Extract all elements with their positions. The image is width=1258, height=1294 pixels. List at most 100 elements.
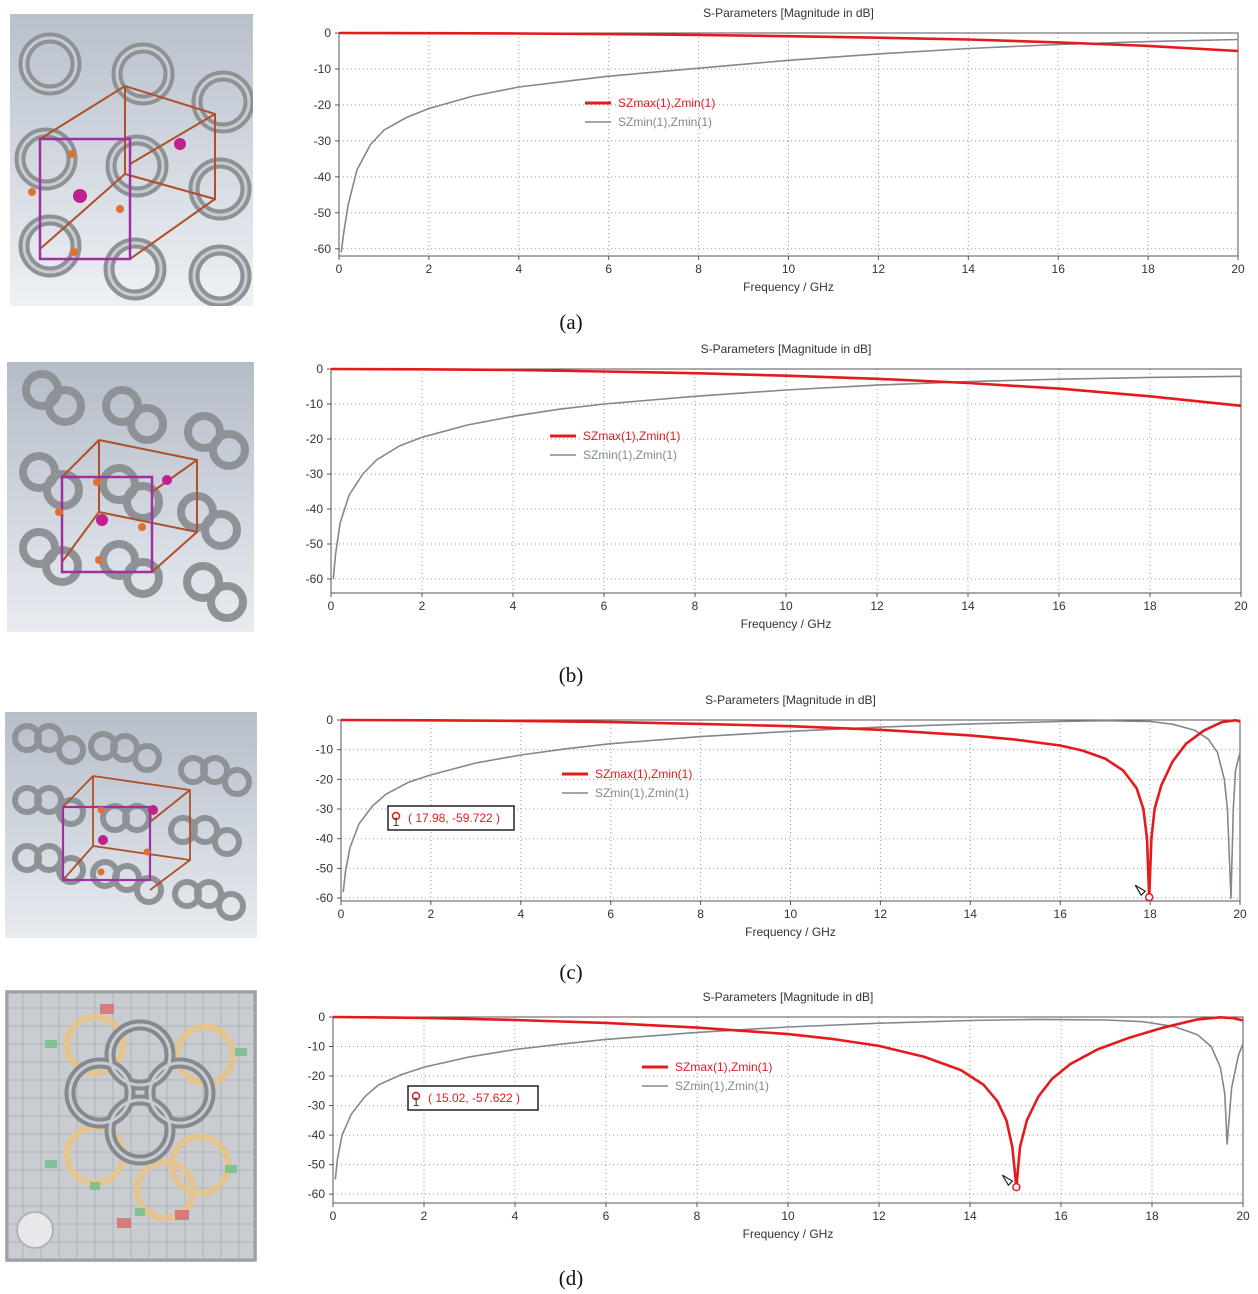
x-tick-label: 8	[695, 262, 702, 276]
legend-label: SZmin(1),Zmin(1)	[618, 115, 712, 129]
chart-c-svg: S-Parameters [Magnitude in dB]0 2 4 6 8 10 12 1…	[316, 693, 1247, 939]
x-tick-label: 8	[697, 907, 704, 921]
y-tick-label: -10	[314, 62, 332, 76]
x-tick-label: 14	[961, 599, 975, 613]
y-tick-label: -50	[316, 861, 334, 875]
ring-array-a-image	[10, 14, 253, 306]
y-tick-label: -10	[316, 743, 334, 757]
y-tick-label: -60	[316, 891, 334, 905]
y-tick-label: -30	[306, 467, 324, 481]
x-tick-label: 12	[872, 262, 886, 276]
y-tick-label: -10	[308, 1040, 326, 1054]
ring-array-c-image	[5, 712, 257, 938]
chart-b-svg: S-Parameters [Magnitude in dB] 0 2 4 6 8 10 12 1…	[306, 342, 1248, 631]
legend-label: SZmax(1),Zmin(1)	[583, 429, 680, 443]
chart-b: S-Parameters [Magnitude in dB] 0 2 4 6 8 10 12 1…	[300, 340, 1258, 658]
x-tick-label: 6	[601, 599, 608, 613]
y-tick-label: -20	[314, 98, 332, 112]
x-tick-label: 12	[872, 1209, 886, 1223]
x-tick-label: 18	[1145, 1209, 1159, 1223]
chart-title: S-Parameters [Magnitude in dB]	[701, 342, 872, 356]
model-thumbnail-a	[10, 14, 253, 306]
marker-readout-index: 1	[413, 1095, 420, 1109]
x-axis-label: Frequency / GHz	[743, 280, 834, 294]
plot-frame	[338, 32, 1239, 257]
ring-array-b-image	[7, 362, 254, 632]
y-tick-label: -30	[316, 802, 334, 816]
caption-d: (d)	[558, 1266, 584, 1290]
x-tick-label: 18	[1143, 907, 1157, 921]
x-tick-label: 16	[1054, 907, 1068, 921]
plot-frame	[332, 1016, 1244, 1204]
marker-readout-icon	[411, 1091, 421, 1101]
plot-frame	[330, 368, 1242, 594]
series-line-szmin	[332, 375, 1242, 580]
x-tick-label: 10	[784, 907, 798, 921]
marker-readout-box	[407, 1085, 539, 1111]
chart-title: S-Parameters [Magnitude in dB]	[703, 990, 874, 1004]
x-tick-label: 4	[510, 599, 517, 613]
y-tick-label: -50	[308, 1158, 326, 1172]
x-tick-label: 6	[607, 907, 614, 921]
marker-readout-box	[387, 805, 515, 831]
marker-readout-text: ( 15.02, -57.622 )	[428, 1091, 520, 1105]
x-tick-label: 6	[605, 262, 612, 276]
x-axis-label: Frequency / GHz	[745, 925, 836, 939]
x-tick-label: 20	[1233, 907, 1247, 921]
x-tick-label: 16	[1052, 599, 1066, 613]
legend-label: SZmin(1),Zmin(1)	[583, 448, 677, 462]
x-tick-label: 16	[1054, 1209, 1068, 1223]
x-tick-label: 8	[694, 1209, 701, 1223]
y-tick-label: 0	[318, 1010, 325, 1024]
chart-d: S-Parameters [Magnitude in dB] 0 2 4 6 8 10 12 1…	[300, 987, 1258, 1262]
series-line-szmin	[334, 1018, 1244, 1180]
series-line-szmax	[332, 1015, 1244, 1189]
x-tick-label: 4	[512, 1209, 519, 1223]
x-axis-label: Frequency / GHz	[741, 617, 832, 631]
y-tick-label: 0	[316, 362, 323, 376]
x-tick-label: 20	[1236, 1209, 1250, 1223]
ring-cluster-d-image	[5, 990, 257, 1262]
model-thumbnail-b	[7, 362, 254, 632]
caption-b: (b)	[558, 663, 584, 687]
legend-label: SZmax(1),Zmin(1)	[595, 767, 692, 781]
x-tick-label: 4	[515, 262, 522, 276]
x-tick-label: 18	[1143, 599, 1157, 613]
model-thumbnail-c	[5, 712, 257, 938]
x-tick-label: 4	[517, 907, 524, 921]
x-tick-label: 10	[782, 262, 796, 276]
x-tick-label: 8	[692, 599, 699, 613]
series-line-szmax	[338, 31, 1239, 53]
model-thumbnail-d	[5, 990, 257, 1262]
y-tick-label: -40	[314, 170, 332, 184]
x-tick-label: 14	[964, 907, 978, 921]
legend-label: SZmin(1),Zmin(1)	[595, 786, 689, 800]
series-line-szmax	[330, 367, 1242, 408]
x-tick-label: 10	[781, 1209, 795, 1223]
y-tick-label: 0	[326, 713, 333, 727]
x-tick-label: 12	[870, 599, 884, 613]
marker-pointer-icon	[1001, 1174, 1014, 1187]
marker-point	[1012, 1182, 1021, 1192]
plot-frame	[340, 719, 1241, 902]
x-tick-label: 6	[603, 1209, 610, 1223]
x-tick-label: 0	[330, 1209, 337, 1223]
x-axis-label: Frequency / GHz	[743, 1227, 834, 1241]
x-tick-label: 10	[779, 599, 793, 613]
marker-readout-text: ( 17.98, -59.722 )	[408, 811, 500, 825]
legend-label: SZmin(1),Zmin(1)	[675, 1079, 769, 1093]
y-tick-label: -40	[306, 502, 324, 516]
x-tick-label: 14	[963, 1209, 977, 1223]
y-tick-label: -20	[306, 432, 324, 446]
y-tick-label: -60	[308, 1187, 326, 1201]
y-tick-label: -30	[308, 1099, 326, 1113]
x-tick-label: 16	[1052, 262, 1066, 276]
chart-c: S-Parameters [Magnitude in dB] 0 2 4 6 8 10 12 1…	[300, 690, 1258, 960]
y-tick-label: -40	[316, 832, 334, 846]
chart-a-svg: S-Parameters [Magnitude in dB] 0 2 4 6 8 10 12 1…	[314, 6, 1245, 294]
series-line-szmax	[340, 718, 1241, 899]
caption-c: (c)	[559, 960, 583, 984]
y-tick-label: -20	[308, 1069, 326, 1083]
chart-d-svg: S-Parameters [Magnitude in dB]0 2 4 6 8 10 12 1…	[308, 990, 1250, 1241]
caption-a: (a)	[559, 310, 583, 334]
